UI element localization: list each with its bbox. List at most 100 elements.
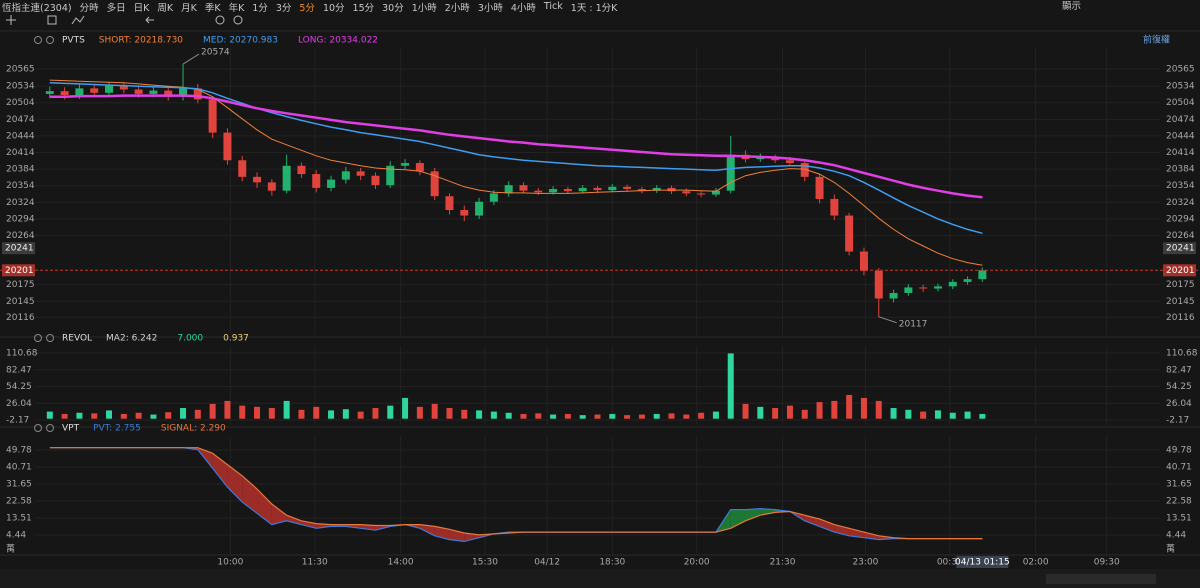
volume-bar — [535, 413, 542, 419]
y-tick-label: 20354 — [1166, 181, 1195, 191]
period-tab[interactable]: 年K — [228, 2, 245, 14]
period-tab[interactable]: 1小時 — [411, 2, 437, 14]
candle-body — [208, 99, 217, 133]
period-tab[interactable]: 季K — [204, 2, 221, 14]
volume-bar — [194, 409, 201, 419]
y-tick-label: 20175 — [6, 280, 35, 290]
candle-body — [504, 185, 513, 194]
candle-body — [637, 189, 646, 191]
period-tab[interactable]: 1分 — [252, 2, 268, 14]
magnet-icon[interactable] — [215, 15, 225, 25]
volume-bar — [461, 409, 468, 419]
y-tick-label: 4.44 — [1166, 530, 1186, 540]
candle-body — [919, 287, 928, 289]
volume-bar — [520, 413, 527, 419]
signal-fill — [730, 509, 746, 529]
volume-bar — [727, 353, 734, 419]
period-tab[interactable]: 3分 — [275, 2, 292, 14]
indicator-title: PVTS — [62, 36, 85, 46]
y-tick-label: 20444 — [6, 131, 35, 141]
crosshair-time-label: 04/13 01:15 — [955, 558, 1010, 568]
y-tick-label: 82.47 — [1166, 365, 1192, 375]
period-tab[interactable]: 2小時 — [444, 2, 470, 14]
volume-bar — [165, 412, 172, 419]
candle-body — [341, 171, 350, 180]
volume-bar — [402, 397, 409, 419]
x-tick-label: 20:00 — [684, 558, 710, 568]
y-tick-label: 110.68 — [6, 349, 38, 359]
crosshair-icon[interactable] — [6, 15, 16, 25]
candle-body — [297, 165, 306, 175]
candle-body — [193, 88, 202, 100]
scroll-area — [0, 569, 1200, 588]
period-tab[interactable]: 分時 — [79, 2, 99, 14]
candle-body — [164, 90, 173, 97]
volume-bar — [757, 406, 764, 419]
volume-bar — [46, 411, 53, 419]
line-icon[interactable] — [71, 15, 85, 25]
candle-body — [667, 187, 676, 192]
period-tab[interactable]: 30分 — [382, 2, 404, 14]
period-tab[interactable]: 15分 — [352, 2, 375, 14]
y-tick-label: 82.47 — [6, 365, 32, 375]
period-tab[interactable]: 4小時 — [510, 2, 536, 14]
y-tick-label: 13.51 — [6, 513, 32, 523]
last-price-box — [2, 264, 35, 277]
x-tick-label: 09:30 — [1094, 558, 1120, 568]
back-icon[interactable] — [145, 16, 154, 24]
legend-entry: MED: 20270.983 — [203, 36, 278, 46]
icon-bar — [0, 14, 1200, 28]
candle-body — [652, 187, 661, 191]
candle-body — [223, 132, 232, 161]
eye-icon[interactable] — [233, 15, 243, 25]
y-tick-label: 20264 — [6, 231, 35, 241]
period-tab[interactable]: Tick — [543, 1, 563, 12]
candle-body — [771, 157, 780, 161]
candle-body — [356, 171, 365, 176]
volume-bar — [550, 414, 557, 419]
candle-body — [756, 157, 765, 160]
adjust-mode[interactable]: 前復權 — [1143, 34, 1170, 46]
candle-body — [267, 182, 276, 191]
y-tick-label: 20324 — [1166, 198, 1195, 208]
candle-body — [253, 176, 262, 183]
period-tab[interactable]: 多日 — [106, 2, 126, 14]
x-tick-label: 14:00 — [388, 558, 414, 568]
signal-fill — [419, 524, 435, 536]
period-tab[interactable]: 日K — [133, 2, 150, 14]
ma-line — [49, 94, 983, 199]
display-menu[interactable]: 顯示 — [1062, 1, 1082, 12]
y-tick-label: 31.65 — [6, 479, 32, 489]
candle-body — [401, 163, 410, 166]
y-tick-label: 20294 — [6, 214, 35, 224]
period-tab[interactable]: 10分 — [322, 2, 345, 14]
volume-bar — [949, 412, 956, 419]
y-tick-label: 20414 — [1166, 148, 1195, 158]
x-tick-label: 10:00 — [217, 558, 243, 568]
volume-bar — [239, 405, 246, 419]
last-price-label: 20201 — [1166, 266, 1195, 276]
volume-bar — [564, 413, 571, 419]
y-tick-label: 13.51 — [1166, 513, 1192, 523]
range-select[interactable]: 1天 : 1分K — [570, 2, 618, 14]
volume-bar — [342, 409, 349, 419]
toolbar: 恆指主連(2304) 分時 多日 日K 周K 月K 季K 年K 1分 3分 5分 10分 15分 30分… — [2, 0, 618, 14]
period-tab[interactable]: 3小時 — [477, 2, 503, 14]
period-tab[interactable]: 月K — [181, 2, 197, 14]
volume-bar — [668, 413, 675, 419]
legend-entry: PVT: 2.755 — [93, 424, 141, 434]
y-tick-label: 20534 — [1166, 82, 1195, 92]
symbol[interactable]: 恆指主連(2304) — [2, 2, 72, 14]
volume-bar — [254, 406, 261, 419]
candle-body — [549, 189, 558, 193]
period-tab[interactable]: 5分 — [299, 2, 315, 14]
volume-bar — [490, 411, 497, 419]
candle-body — [815, 176, 824, 199]
scrollbar[interactable] — [1046, 574, 1156, 584]
candle-body — [978, 270, 987, 280]
settings-icon — [34, 424, 42, 432]
signal-fill — [242, 475, 258, 514]
period-tab[interactable]: 周K — [157, 2, 174, 14]
draw-icon[interactable] — [47, 15, 57, 25]
